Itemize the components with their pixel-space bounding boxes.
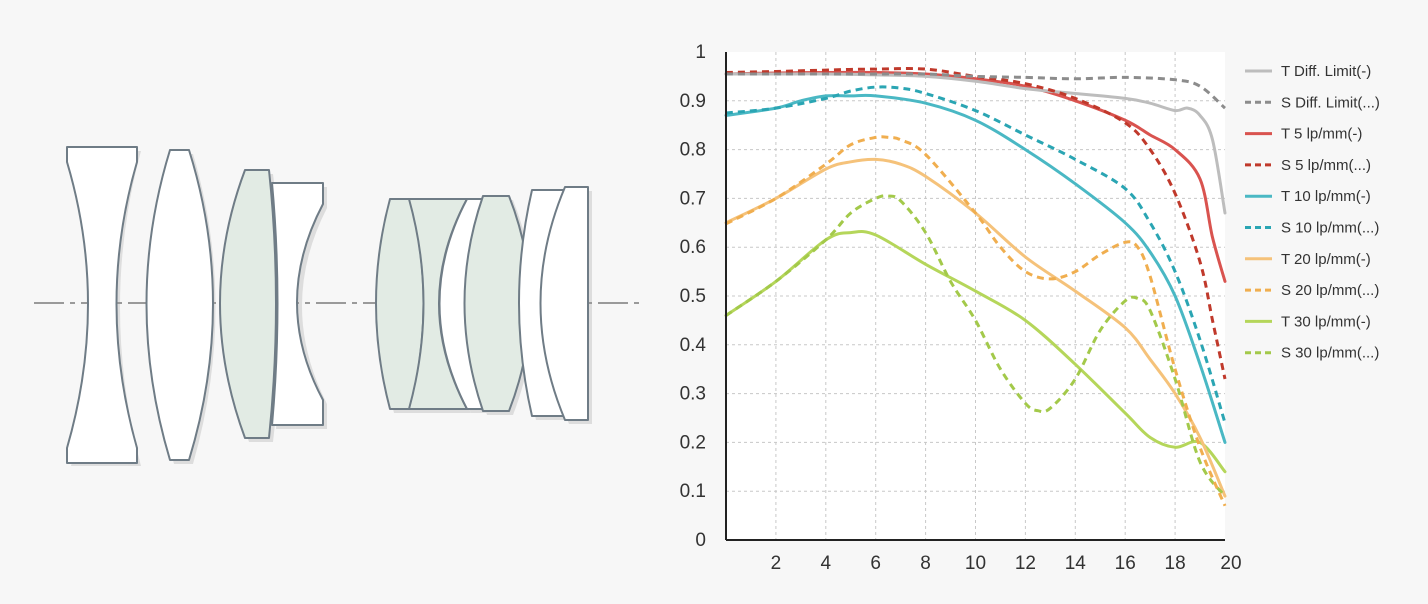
legend-item: S 10 lp/mm(...) (1245, 220, 1379, 237)
y-tick-label: 0.2 (680, 432, 706, 453)
x-tick-label: 20 (1220, 553, 1241, 574)
legend-label: T 30 lp/mm(-) (1281, 313, 1371, 330)
legend-item: T 20 lp/mm(-) (1245, 251, 1371, 268)
legend-label: S 10 lp/mm(...) (1281, 220, 1379, 237)
x-tick-label: 12 (1015, 553, 1036, 574)
legend-label: T 20 lp/mm(-) (1281, 251, 1371, 268)
x-tick-label: 6 (870, 553, 881, 574)
y-tick-label: 0.6 (680, 237, 706, 258)
x-tick-label: 4 (821, 553, 832, 574)
lens-element-10 (539, 186, 589, 421)
legend-item: T Diff. Limit(-) (1245, 63, 1371, 80)
lens-element-1 (66, 146, 138, 464)
series-line-0 (724, 72, 1227, 215)
series-line-4 (724, 93, 1227, 444)
legend-label: S 5 lp/mm(...) (1281, 157, 1371, 174)
lens-element-4 (271, 182, 324, 426)
x-tick-labels: 2 4 6 8 10 12 14 16 18 20 (771, 553, 1242, 574)
y-tick-label: 0.8 (680, 140, 706, 161)
y-tick-label: 1 (695, 42, 706, 63)
series-line-9 (725, 194, 1227, 498)
x-tick-label: 16 (1115, 553, 1136, 574)
legend-item: S 5 lp/mm(...) (1245, 157, 1371, 174)
series-line-2 (724, 70, 1227, 283)
legend-label: T 5 lp/mm(-) (1281, 126, 1362, 143)
legend-item: T 5 lp/mm(-) (1245, 126, 1362, 143)
series-line-5 (725, 85, 1227, 424)
y-tick-label: 0.9 (680, 91, 706, 112)
legend-item: T 10 lp/mm(-) (1245, 188, 1371, 205)
lens-element-2 (145, 149, 214, 461)
x-tick-label: 18 (1165, 553, 1186, 574)
series-lines (724, 67, 1227, 507)
legend-label: S 30 lp/mm(...) (1281, 345, 1379, 362)
x-tick-label: 8 (920, 553, 931, 574)
y-tick-label: 0.3 (680, 384, 706, 405)
legend-label: S Diff. Limit(...) (1281, 94, 1380, 111)
legend-item: T 30 lp/mm(-) (1245, 313, 1371, 330)
legend-label: T 10 lp/mm(-) (1281, 188, 1371, 205)
lens-element-3 (219, 169, 277, 439)
legend-label: T Diff. Limit(-) (1281, 63, 1371, 80)
legend-item: S 20 lp/mm(...) (1245, 282, 1379, 299)
y-tick-labels: 0 0.1 0.2 0.3 0.4 0.5 0.6 0.7 0.8 0.9 1 (680, 42, 707, 551)
x-tick-label: 10 (965, 553, 986, 574)
series-line-7 (725, 135, 1227, 507)
y-tick-label: 0 (695, 530, 706, 551)
y-tick-label: 0.5 (680, 286, 706, 307)
series-line-3 (725, 67, 1227, 380)
legend-label: S 20 lp/mm(...) (1281, 282, 1379, 299)
axes (725, 52, 1225, 541)
y-tick-label: 0.4 (680, 335, 707, 356)
y-tick-label: 0.1 (680, 481, 706, 502)
legend: T Diff. Limit(-) S Diff. Limit(...) T 5 lp… (1245, 63, 1380, 362)
y-tick-label: 0.7 (680, 188, 706, 209)
lens-diagram (34, 146, 640, 466)
legend-item: S 30 lp/mm(...) (1245, 345, 1379, 362)
legend-item: S Diff. Limit(...) (1245, 94, 1380, 111)
x-tick-label: 14 (1065, 553, 1087, 574)
x-tick-label: 2 (771, 553, 782, 574)
